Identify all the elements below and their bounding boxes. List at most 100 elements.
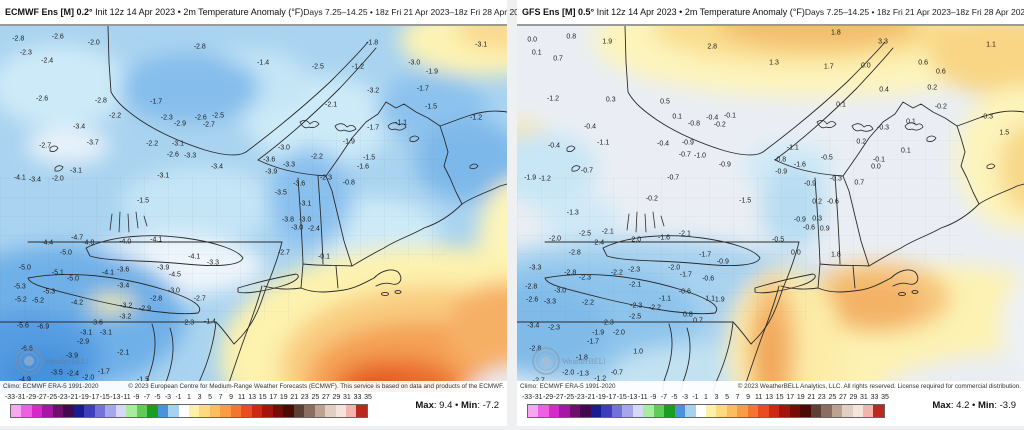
- anomaly-value-label: 0.7: [553, 55, 563, 63]
- colorbar-tick: 3: [197, 394, 202, 401]
- colorbar-tick: 33: [353, 394, 362, 401]
- anomaly-value-label: -3.9: [157, 264, 170, 272]
- anomaly-value-label: -1.2: [594, 375, 607, 383]
- colorbar-segment: [147, 405, 158, 417]
- anomaly-value-label: -1.3: [576, 370, 589, 378]
- anomaly-value-label: -2.0: [612, 329, 625, 337]
- anomaly-value-label: -2.9: [138, 305, 152, 313]
- anomaly-value-label: 0.4: [879, 86, 889, 94]
- anomaly-value-label: -3.1: [299, 200, 312, 207]
- anomaly-value-label: -0.2: [713, 121, 726, 129]
- panel-gfs: GFS Ens [M] 0.5° Init 12z 14 Apr 2023 • …: [517, 0, 1024, 426]
- anomaly-value-label: -1.0: [693, 152, 707, 160]
- county-grid: [813, 122, 963, 262]
- anomaly-value-label: -2.6: [526, 296, 539, 304]
- colorbar-tick: 27: [321, 394, 330, 401]
- colorbar-tick: 11: [238, 394, 246, 401]
- anomaly-value-label: -1.8: [366, 39, 379, 47]
- colorbar-tick: 1: [187, 394, 191, 401]
- colorbar-tick: 15: [775, 394, 784, 401]
- anomaly-value-label: -0.6: [678, 288, 691, 296]
- anomaly-value-label: -2.1: [325, 101, 338, 109]
- anomaly-value-label: -1.5: [136, 197, 149, 205]
- anomaly-value-label: 0.1: [672, 113, 683, 121]
- colorbar-segment: [188, 405, 200, 417]
- colorbar-segment: [664, 405, 675, 417]
- anomaly-value-label: -3.0: [299, 216, 312, 224]
- anomaly-value-label: -5.0: [18, 264, 31, 272]
- colorbar-tick: -15: [616, 394, 627, 401]
- anomaly-value-label: -3.3: [282, 161, 296, 169]
- colorbar-tick: 25: [828, 394, 837, 401]
- colorbar-segment: [52, 405, 64, 417]
- anomaly-value-label: -1.9: [592, 329, 605, 337]
- anomaly-value-label: -1.7: [97, 368, 110, 376]
- map-footer-ecmwf: Climo: ECMWF ERA-5 1991-2020 © 2023 Euro…: [0, 381, 507, 392]
- max-min-stats: Max: 4.2 • Min: -3.9: [932, 400, 1016, 411]
- anomaly-value-label: -5.3: [13, 283, 26, 291]
- colorbar-tick: 1: [704, 394, 708, 401]
- colorbar-tick: -25: [47, 394, 58, 401]
- colorbar-segment: [168, 405, 179, 417]
- anomaly-value-label: -3.1: [70, 167, 83, 175]
- anomaly-value-label: -1.4: [203, 318, 216, 326]
- anomaly-value-label: -0.7: [580, 167, 593, 175]
- anomaly-value-label: -0.3: [877, 124, 890, 132]
- anomaly-value-label: -2.9: [173, 120, 187, 128]
- colorbar-tick: -19: [78, 394, 89, 401]
- colorbar-tick: 13: [248, 394, 257, 401]
- anomaly-value-label: -2.0: [548, 235, 562, 243]
- anomaly-value-label: -1.5: [424, 103, 437, 111]
- anomaly-value-label: 0.5: [660, 98, 670, 106]
- colorbar-segment: [283, 405, 294, 417]
- colorbar-segment: [768, 405, 780, 417]
- anomaly-value-label: -2.0: [629, 236, 642, 244]
- anomaly-value-label: -2.5: [211, 112, 225, 120]
- anomaly-value-label: -2.2: [610, 269, 623, 277]
- panel-date-range: Days 7.25–14.25 • 18z Fri 21 Apr 2023–18…: [303, 7, 529, 17]
- colorbar-segment: [831, 405, 843, 417]
- anomaly-value-label: -0.1: [872, 156, 886, 164]
- copyright-note: © 2023 WeatherBELL Analytics, LLC. All r…: [737, 383, 1021, 390]
- colorbar-segment: [758, 405, 769, 417]
- anomaly-value-label: -2.2: [109, 112, 122, 120]
- colorbar-segment: [304, 405, 315, 417]
- colorbar-segment: [580, 405, 591, 417]
- colorbar-segment: [622, 405, 633, 417]
- colorbar-tick: 23: [817, 394, 826, 401]
- anomaly-value-label: -5.1: [51, 269, 64, 277]
- map-canvas-ecmwf: [0, 26, 507, 392]
- anomaly-value-label: -3.0: [291, 224, 304, 232]
- anomaly-value-label: -3.0: [554, 287, 567, 295]
- anomaly-value-label: -0.9: [681, 139, 694, 147]
- anomaly-value-label: 0.6: [918, 59, 928, 67]
- colorbar-segment: [241, 405, 252, 417]
- anomaly-value-label: -0.7: [667, 174, 680, 182]
- anomaly-value-label: -3.0: [167, 287, 180, 295]
- anomaly-value-label: -2.1: [678, 230, 691, 238]
- anomaly-value-label: -2.3: [547, 324, 561, 332]
- colorbar-tick: -25: [564, 394, 575, 401]
- climo-note: Climo: ECMWF ERA-5 1991-2020: [3, 383, 99, 390]
- anomaly-value-label: -1.1: [395, 119, 408, 127]
- anomaly-value-label: 0.2: [856, 138, 867, 146]
- colorbar-segment: [705, 405, 717, 417]
- anomaly-value-label: -0.9: [775, 168, 788, 176]
- colorbar-tick: -27: [36, 394, 47, 401]
- colorbar-tick: -7: [660, 394, 667, 401]
- anomaly-value-label: -2.6: [166, 151, 179, 159]
- anomaly-value-label: -2.7: [202, 121, 215, 129]
- map-canvas-gfs: [517, 26, 1024, 392]
- anomaly-value-label: 1.1: [705, 295, 716, 303]
- anomaly-value-label: -0.6: [826, 198, 839, 206]
- anomaly-value-label: -2.7: [277, 249, 290, 257]
- anomaly-value-label: 0.3: [812, 215, 823, 223]
- colorbar-tick: 31: [860, 394, 868, 401]
- anomaly-value-label: -4.5: [168, 271, 181, 278]
- colorbar-segment: [42, 405, 53, 417]
- colorbar-segment: [21, 405, 32, 417]
- anomaly-value-label: -5.2: [14, 296, 27, 304]
- colorbar-segment: [643, 405, 654, 417]
- colorbar-tick: -27: [553, 394, 564, 401]
- colorbar-tick: 7: [218, 394, 223, 401]
